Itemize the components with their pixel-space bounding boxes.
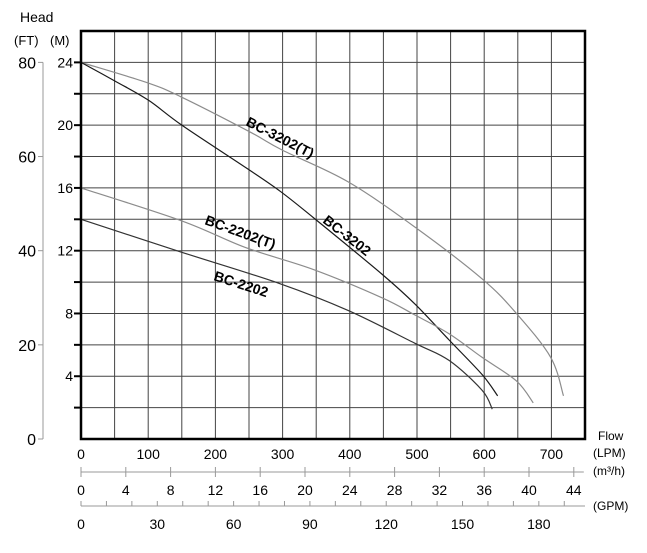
y-tick-label-ft: 80 <box>18 55 36 72</box>
x-tick-label-gpm: 30 <box>150 516 166 532</box>
x-tick-label-m3h: 24 <box>342 482 358 498</box>
x-tick-label-m3h: 28 <box>387 482 403 498</box>
x-tick-label-lpm: 200 <box>204 446 228 462</box>
y-tick-label-m: 24 <box>57 54 73 70</box>
x-tick-label-m3h: 4 <box>122 482 130 498</box>
y-tick-label-ft: 20 <box>18 338 36 355</box>
x-tick-label-m3h: 32 <box>432 482 448 498</box>
y-tick-label-m: 16 <box>57 180 73 196</box>
x-tick-label-gpm: 90 <box>302 516 318 532</box>
x-tick-label-m3h: 16 <box>252 482 268 498</box>
x-tick-label-gpm: 120 <box>375 516 399 532</box>
x-axis-m3h-unit: (m³/h) <box>593 464 625 478</box>
x-tick-label-lpm: 600 <box>473 446 497 462</box>
x-axis-gpm-unit: (GPM) <box>593 499 628 513</box>
x-tick-label-gpm: 0 <box>77 516 85 532</box>
x-tick-label-m3h: 40 <box>521 482 537 498</box>
y-tick-label-m: 8 <box>65 305 73 321</box>
series-line-bc2202 <box>80 218 493 410</box>
x-tick-label-gpm: 150 <box>451 516 475 532</box>
x-tick-label-m3h: 20 <box>297 482 313 498</box>
x-tick-label-gpm: 60 <box>226 516 242 532</box>
series-line-bc3202t <box>80 61 565 397</box>
grid <box>81 31 585 439</box>
x-tick-label-m3h: 0 <box>77 482 85 498</box>
x-tick-label-m3h: 8 <box>167 482 175 498</box>
x-axis-lpm-unit: (LPM) <box>593 446 626 460</box>
y-tick-label-m: 20 <box>57 117 73 133</box>
x-tick-label-lpm: 400 <box>338 446 362 462</box>
y-axis-m-unit: (M) <box>50 33 70 48</box>
curves <box>80 61 565 410</box>
y-tick-label-ft: 40 <box>18 244 36 261</box>
y-axis-title: Head <box>20 9 53 25</box>
x-tick-label-m3h: 36 <box>476 482 492 498</box>
x-tick-label-lpm: 300 <box>271 446 295 462</box>
series-line-bc2202t <box>80 187 534 404</box>
y-tick-label-m: 4 <box>65 368 73 384</box>
series-line-bc3202 <box>80 61 499 397</box>
x-tick-label-m3h: 12 <box>208 482 224 498</box>
x-tick-label-m3h: 44 <box>566 482 582 498</box>
x-tick-label-lpm: 0 <box>77 446 85 462</box>
y-tick-label-m: 12 <box>57 243 73 259</box>
series-label-bc-2202: BC-2202 <box>212 268 270 301</box>
y-tick-label-ft: 0 <box>27 432 36 449</box>
series-label-bc-3202t: BC-3202(T) <box>244 113 317 161</box>
y-axis: 4 8 12 16 20 24 0 20 40 60 80 <box>18 54 81 449</box>
y-tick-label-ft: 60 <box>18 150 36 167</box>
x-tick-label-gpm: 180 <box>527 516 551 532</box>
plot-border <box>79 29 587 441</box>
x-tick-label-lpm: 500 <box>405 446 429 462</box>
x-tick-label-lpm: 700 <box>540 446 564 462</box>
x-axis-title: Flow <box>598 429 624 443</box>
x-tick-label-lpm: 100 <box>137 446 161 462</box>
y-axis-ft-unit: (FT) <box>14 33 39 48</box>
